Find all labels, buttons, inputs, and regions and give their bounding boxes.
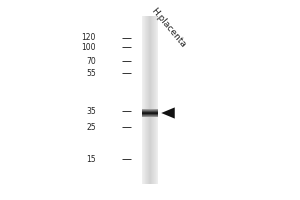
Text: 70: 70	[86, 56, 96, 66]
Polygon shape	[161, 107, 175, 119]
Bar	[142, 109, 158, 110]
Text: 15: 15	[86, 154, 96, 164]
Bar	[142, 111, 158, 112]
Text: H.placenta: H.placenta	[149, 6, 188, 49]
Bar	[142, 110, 158, 111]
Text: 120: 120	[82, 33, 96, 43]
Bar	[142, 112, 158, 113]
Text: 100: 100	[82, 43, 96, 51]
Text: 35: 35	[86, 107, 96, 116]
Bar	[142, 115, 158, 116]
Bar	[142, 114, 158, 115]
Bar	[142, 116, 158, 117]
Bar	[142, 113, 158, 114]
Text: 55: 55	[86, 68, 96, 77]
Text: 25: 25	[86, 122, 96, 132]
